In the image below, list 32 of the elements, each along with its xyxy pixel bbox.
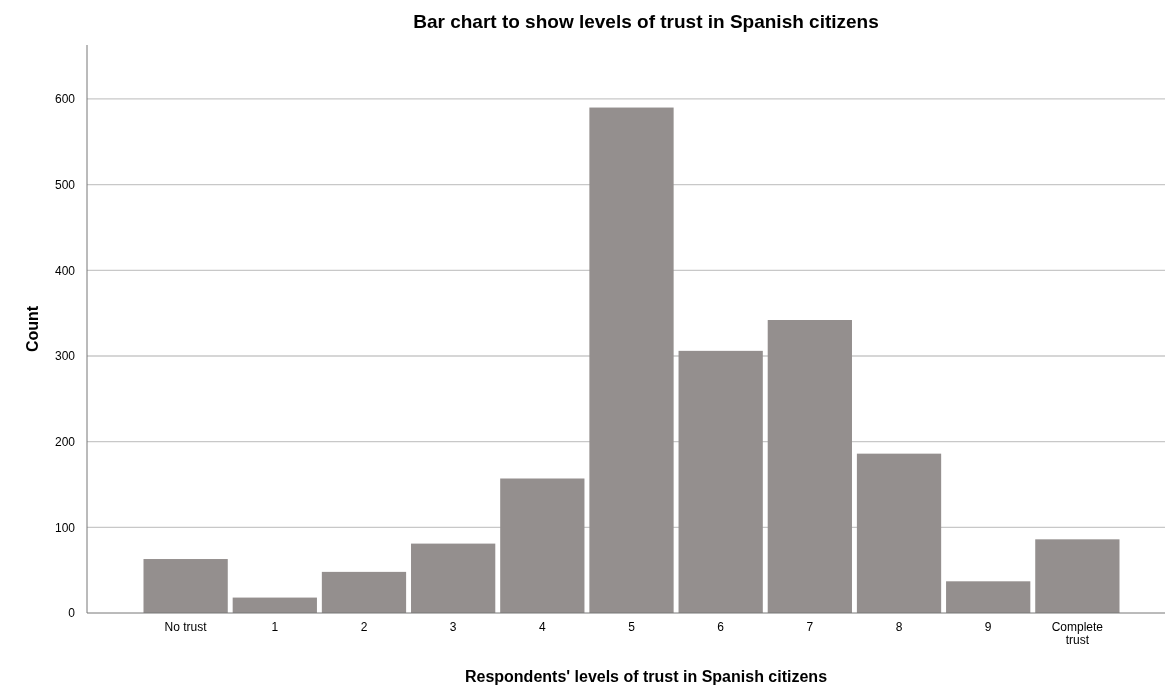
bar xyxy=(767,320,852,613)
x-tick-label: Complete trust xyxy=(1051,620,1104,647)
x-axis-title: Respondents' levels of trust in Spanish citizens xyxy=(464,668,828,685)
y-tick-label: 0 xyxy=(68,606,76,621)
chart-title: Bar chart to show levels of trust in Spanish citizens xyxy=(413,11,879,32)
x-tick-label: 2 xyxy=(360,620,368,634)
y-tick-label: 400 xyxy=(54,263,76,278)
x-tick-label: 4 xyxy=(538,620,546,634)
y-tick-label: 300 xyxy=(54,349,76,364)
y-tick-label: 500 xyxy=(54,177,76,192)
x-tick-label: 5 xyxy=(628,620,636,634)
bar xyxy=(1035,539,1120,613)
bar xyxy=(589,107,674,613)
bar xyxy=(500,478,585,613)
x-tick-label: No trust xyxy=(164,620,208,634)
x-tick-label: 3 xyxy=(449,620,457,634)
bar xyxy=(856,453,942,613)
x-tick-label: 1 xyxy=(271,620,279,634)
y-tick-label: 200 xyxy=(54,434,76,449)
bar xyxy=(232,597,317,613)
bar xyxy=(678,350,763,613)
bar xyxy=(143,559,228,613)
bar xyxy=(411,543,496,613)
y-tick-label: 100 xyxy=(54,520,76,535)
x-tick-label: 9 xyxy=(984,620,992,634)
bar xyxy=(946,581,1031,613)
bar xyxy=(321,571,407,613)
x-tick-label: 7 xyxy=(806,620,814,634)
x-tick-label: 6 xyxy=(717,620,725,634)
y-axis-title: Count xyxy=(24,305,41,353)
y-tick-label: 600 xyxy=(54,92,76,107)
x-tick-label: 8 xyxy=(895,620,903,634)
